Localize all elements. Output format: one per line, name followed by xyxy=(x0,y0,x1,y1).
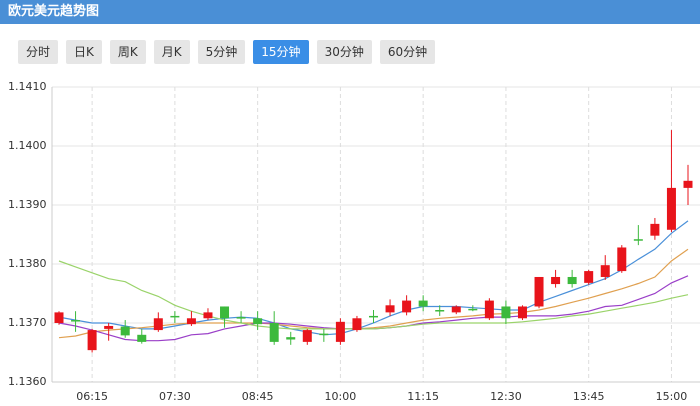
candle-body xyxy=(253,318,263,325)
ma-line xyxy=(58,275,689,342)
candle-body xyxy=(87,330,97,351)
header: 欧元美元趋势图 xyxy=(0,0,700,24)
x-tick-label: 10:00 xyxy=(325,390,357,403)
tab[interactable]: 30分钟 xyxy=(316,40,372,64)
header-title: 欧元美元趋势图 xyxy=(8,4,100,19)
candle-body xyxy=(120,326,130,336)
candle-body xyxy=(385,305,395,313)
candle-body xyxy=(319,333,329,336)
candle-body xyxy=(617,247,627,272)
y-tick-label: 1.1410 xyxy=(8,80,47,93)
candle-body xyxy=(534,276,544,307)
candle-body xyxy=(468,308,478,311)
tab[interactable]: 周K xyxy=(109,40,146,64)
ma-line xyxy=(58,260,689,330)
y-tick-label: 1.1380 xyxy=(8,257,47,270)
candle-body xyxy=(54,312,64,323)
candle-body xyxy=(153,318,163,331)
candle-body xyxy=(650,223,660,236)
tab[interactable]: 月K xyxy=(153,40,190,64)
y-tick-label: 1.1390 xyxy=(8,198,47,211)
tab[interactable]: 日K xyxy=(66,40,102,64)
candle-body xyxy=(584,271,594,283)
candle-body xyxy=(203,312,213,319)
candle-body xyxy=(451,306,461,313)
candle-body xyxy=(369,315,378,318)
candle-body xyxy=(517,306,527,319)
x-tick-label: 11:15 xyxy=(407,390,439,403)
candle-body xyxy=(170,315,180,318)
x-tick-label: 15:00 xyxy=(656,390,688,403)
y-tick-label: 1.1370 xyxy=(8,316,47,329)
x-tick-label: 06:15 xyxy=(76,390,108,403)
candle-body xyxy=(567,276,577,285)
tab[interactable]: 15分钟 xyxy=(253,40,309,64)
candle-body xyxy=(236,317,246,319)
candle-body xyxy=(302,330,312,342)
candle-body xyxy=(435,310,445,312)
candle-body xyxy=(418,300,428,307)
candle-body xyxy=(633,239,643,241)
tab-bar: 分时 日K 周K 月K 5分钟 15分钟 30分钟 60分钟 xyxy=(18,40,436,64)
candle-body xyxy=(269,323,279,342)
candle-body xyxy=(137,334,147,342)
candle-body xyxy=(600,265,610,277)
y-tick-label: 1.1360 xyxy=(8,375,47,388)
candle-body xyxy=(484,300,494,319)
x-tick-label: 07:30 xyxy=(159,390,191,403)
tab[interactable]: 分时 xyxy=(18,40,59,64)
ma-line xyxy=(58,248,689,339)
candle-body xyxy=(501,306,511,319)
x-tick-label: 12:30 xyxy=(490,390,522,403)
candle-body xyxy=(186,318,196,325)
x-tick-label: 08:45 xyxy=(242,390,274,403)
x-tick-label: 13:45 xyxy=(573,390,605,403)
tab[interactable]: 60分钟 xyxy=(379,40,436,64)
candle-body xyxy=(335,321,345,342)
y-tick-label: 1.1400 xyxy=(8,139,47,152)
candle-body xyxy=(551,276,561,285)
candle-body xyxy=(104,325,114,329)
candle-body xyxy=(683,180,693,188)
candle-body xyxy=(402,300,412,313)
candle-body xyxy=(286,337,296,340)
tab[interactable]: 5分钟 xyxy=(197,40,246,64)
candle-body xyxy=(71,320,81,322)
candle-body xyxy=(220,306,230,319)
candle-body xyxy=(666,187,676,230)
candle-body xyxy=(352,318,362,331)
